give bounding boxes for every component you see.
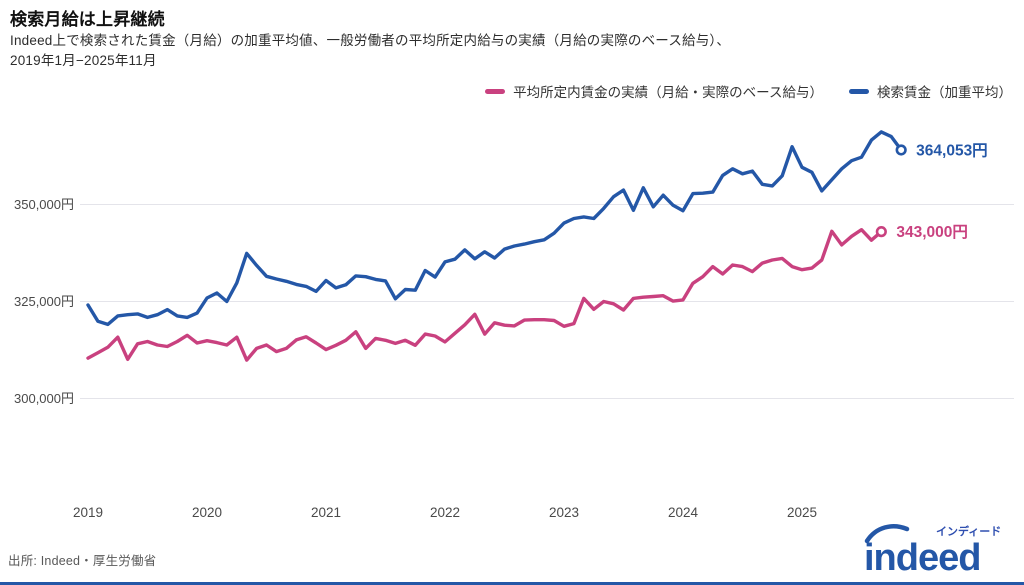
page-title: 検索月給は上昇継続	[10, 10, 165, 29]
chart-subtitle: Indeed上で検索された賃金（月給）の加重平均値、一般労働者の平均所定内給与の…	[10, 31, 730, 72]
legend-swatch	[485, 88, 506, 94]
actual-wage-end-label: 343,000円	[896, 223, 968, 241]
legend-label: 検索賃金（加重平均）	[877, 85, 1012, 100]
x-tick-label: 2024	[668, 505, 699, 520]
indeed-logo-arc	[864, 524, 910, 544]
x-tick-label: 2019	[73, 505, 103, 520]
x-tick-label: 2021	[311, 505, 341, 520]
search-wage-line	[86, 130, 903, 327]
search-wage-end-marker	[895, 144, 907, 156]
legend-label: 平均所定内賃金の実績（月給・実際のベース給与）	[513, 85, 823, 100]
y-tick-label: 325,000円	[14, 294, 74, 309]
x-tick-label: 2025	[787, 505, 817, 520]
x-tick-label: 2022	[430, 505, 460, 520]
subtitle-line-2: 2019年1月−2025年11月	[10, 53, 157, 69]
legend-item-0: 平均所定内賃金の実績（月給・実際のベース給与）	[485, 81, 823, 101]
legend-item-1: 検索賃金（加重平均）	[849, 81, 1012, 101]
x-tick-label: 2020	[192, 505, 222, 520]
x-tick-label: 2023	[549, 505, 579, 520]
indeed-logo-katakana: インディード	[936, 524, 1001, 538]
search-wage-end-label: 364,053円	[916, 141, 988, 159]
subtitle-line-1: Indeed上で検索された賃金（月給）の加重平均値、一般労働者の平均所定内給与の…	[10, 33, 731, 48]
actual-wage-end-marker	[875, 226, 887, 238]
y-tick-label: 350,000円	[14, 197, 74, 212]
indeed-logo: indeed インディード	[862, 522, 1014, 579]
actual-wage-line	[86, 227, 883, 362]
y-tick-label: 300,000円	[14, 391, 74, 406]
indeed-logo-wordmark: indeed	[864, 537, 980, 578]
source-note: 出所: Indeed・厚生労働省	[8, 554, 157, 568]
footer-accent-bar	[0, 582, 1024, 585]
indeed-logo-graphic: indeed インディード	[864, 524, 1001, 579]
legend-swatch	[849, 88, 869, 94]
legend: 平均所定内賃金の実績（月給・実際のベース給与） 検索賃金（加重平均）	[485, 81, 1012, 101]
